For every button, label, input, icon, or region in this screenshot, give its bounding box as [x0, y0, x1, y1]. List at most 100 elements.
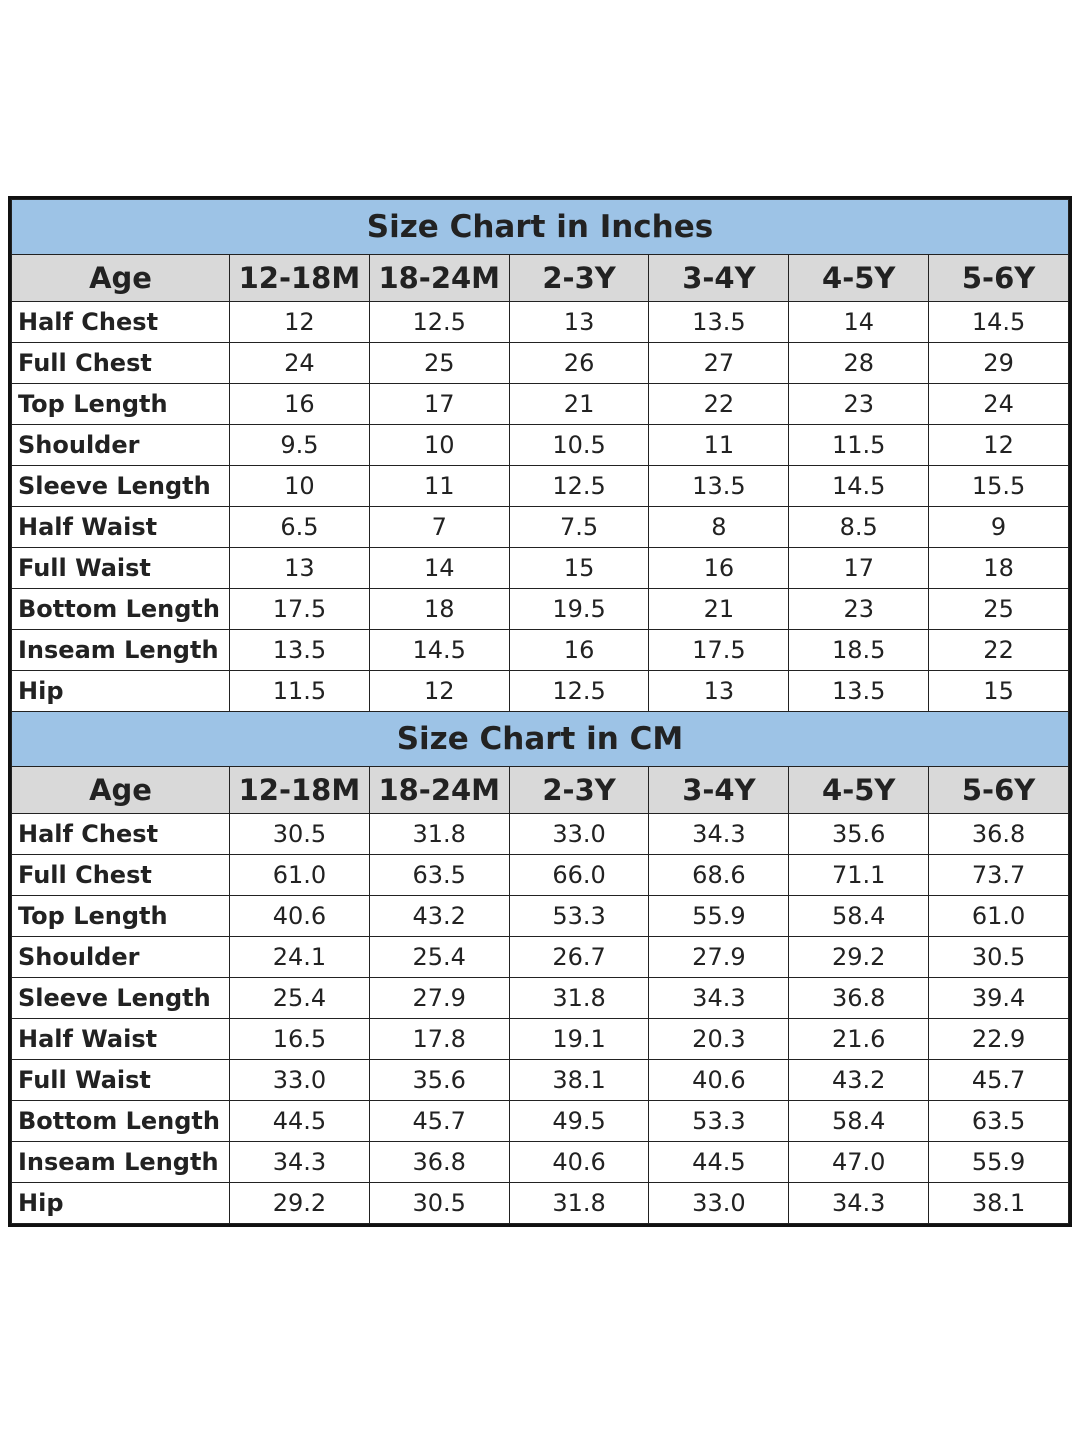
- table-row: Shoulder 24.1 25.4 26.7 27.9 29.2 30.5: [11, 936, 1069, 978]
- table-cell: 12: [928, 424, 1069, 466]
- row-label: Full Waist: [11, 1059, 230, 1101]
- table-cell: 14: [788, 301, 930, 343]
- column-header: 5-6Y: [928, 254, 1069, 302]
- table-row: Top Length 40.6 43.2 53.3 55.9 58.4 61.0: [11, 895, 1069, 937]
- table-title: Size Chart in Inches: [11, 199, 1069, 255]
- table-cell: 16: [229, 383, 370, 425]
- row-label: Top Length: [11, 895, 230, 937]
- table-cell: 19.1: [508, 1018, 650, 1060]
- table-cell: 44.5: [229, 1100, 370, 1142]
- table-cell: 28: [788, 342, 930, 384]
- table-cell: 8: [648, 506, 790, 548]
- table-cell: 38.1: [928, 1182, 1069, 1224]
- table-cell: 24.1: [229, 936, 370, 978]
- table-cell: 25: [368, 342, 510, 384]
- table-cell: 34.3: [229, 1141, 370, 1183]
- table-cell: 25: [928, 588, 1069, 630]
- table-cell: 11: [648, 424, 790, 466]
- table-cell: 6.5: [229, 506, 370, 548]
- table-cell: 18.5: [788, 629, 930, 671]
- table-cell: 38.1: [508, 1059, 650, 1101]
- column-header: 4-5Y: [788, 766, 930, 814]
- table-cell: 63.5: [368, 854, 510, 896]
- table-row: Half Waist 16.5 17.8 19.1 20.3 21.6 22.9: [11, 1018, 1069, 1060]
- table-cell: 24: [229, 342, 370, 384]
- table-cell: 26: [508, 342, 650, 384]
- table-title: Size Chart in CM: [11, 711, 1069, 767]
- column-header: Age: [11, 766, 230, 814]
- table-cell: 12.5: [508, 670, 650, 712]
- column-header: 4-5Y: [788, 254, 930, 302]
- table-cell: 13: [508, 301, 650, 343]
- row-label: Inseam Length: [11, 1141, 230, 1183]
- table-cell: 36.8: [368, 1141, 510, 1183]
- row-label: Shoulder: [11, 936, 230, 978]
- table-row: Full Chest 24 25 26 27 28 29: [11, 342, 1069, 384]
- table-cell: 23: [788, 383, 930, 425]
- table-cell: 29.2: [229, 1182, 370, 1224]
- table-cell: 33.0: [648, 1182, 790, 1224]
- table-cell: 14.5: [368, 629, 510, 671]
- column-header: 12-18M: [229, 254, 370, 302]
- row-label: Shoulder: [11, 424, 230, 466]
- row-label: Inseam Length: [11, 629, 230, 671]
- size-table: Size Chart in Inches Age 12-18M 18-24M 2-3Y 3…: [11, 199, 1069, 1224]
- table-cell: 15: [928, 670, 1069, 712]
- table-row: Half Waist 6.5 7 7.5 8 8.5 9: [11, 506, 1069, 548]
- row-label: Hip: [11, 670, 230, 712]
- table-cell: 8.5: [788, 506, 930, 548]
- row-label: Half Waist: [11, 1018, 230, 1060]
- table-cell: 14.5: [928, 301, 1069, 343]
- table-cell: 18: [368, 588, 510, 630]
- table-cell: 47.0: [788, 1141, 930, 1183]
- table-cell: 24: [928, 383, 1069, 425]
- table-row: Age 12-18M 18-24M 2-3Y 3-4Y 4-5Y 5-6Y: [11, 766, 1069, 814]
- table-cell: 33.0: [508, 813, 650, 855]
- table-row: Full Chest 61.0 63.5 66.0 68.6 71.1 73.7: [11, 854, 1069, 896]
- column-header: 3-4Y: [648, 254, 790, 302]
- table-cell: 44.5: [648, 1141, 790, 1183]
- table-cell: 17.8: [368, 1018, 510, 1060]
- table-cell: 53.3: [648, 1100, 790, 1142]
- table-cell: 17.5: [648, 629, 790, 671]
- row-label: Full Chest: [11, 854, 230, 896]
- table-cell: 35.6: [368, 1059, 510, 1101]
- table-cell: 30.5: [368, 1182, 510, 1224]
- table-cell: 21: [648, 588, 790, 630]
- row-label: Bottom Length: [11, 1100, 230, 1142]
- table-cell: 35.6: [788, 813, 930, 855]
- table-cell: 15: [508, 547, 650, 589]
- table-cell: 34.3: [648, 977, 790, 1019]
- table-cell: 7: [368, 506, 510, 548]
- table-cell: 14: [368, 547, 510, 589]
- table-row: Half Chest 12 12.5 13 13.5 14 14.5: [11, 301, 1069, 343]
- table-row: Full Waist 13 14 15 16 17 18: [11, 547, 1069, 589]
- table-cell: 13.5: [648, 301, 790, 343]
- row-label: Bottom Length: [11, 588, 230, 630]
- table-cell: 17: [788, 547, 930, 589]
- table-cell: 26.7: [508, 936, 650, 978]
- table-cell: 27: [648, 342, 790, 384]
- table-cell: 12.5: [508, 465, 650, 507]
- table-cell: 31.8: [368, 813, 510, 855]
- table-row: Inseam Length 13.5 14.5 16 17.5 18.5 22: [11, 629, 1069, 671]
- table-cell: 9: [928, 506, 1069, 548]
- table-row: Sleeve Length 25.4 27.9 31.8 34.3 36.8 39.4: [11, 977, 1069, 1019]
- table-cell: 40.6: [648, 1059, 790, 1101]
- table-cell: 27.9: [648, 936, 790, 978]
- table-cell: 55.9: [648, 895, 790, 937]
- table-row: Size Chart in Inches: [11, 199, 1069, 255]
- table-cell: 22.9: [928, 1018, 1069, 1060]
- row-label: Sleeve Length: [11, 977, 230, 1019]
- size-chart: Size Chart in Inches Age 12-18M 18-24M 2-3Y 3…: [8, 196, 1072, 1227]
- row-label: Hip: [11, 1182, 230, 1224]
- column-header: Age: [11, 254, 230, 302]
- row-label: Half Waist: [11, 506, 230, 548]
- table-cell: 30.5: [229, 813, 370, 855]
- table-cell: 34.3: [788, 1182, 930, 1224]
- table-row: Bottom Length 17.5 18 19.5 21 23 25: [11, 588, 1069, 630]
- table-cell: 45.7: [928, 1059, 1069, 1101]
- table-cell: 22: [928, 629, 1069, 671]
- table-cell: 39.4: [928, 977, 1069, 1019]
- row-label: Half Chest: [11, 813, 230, 855]
